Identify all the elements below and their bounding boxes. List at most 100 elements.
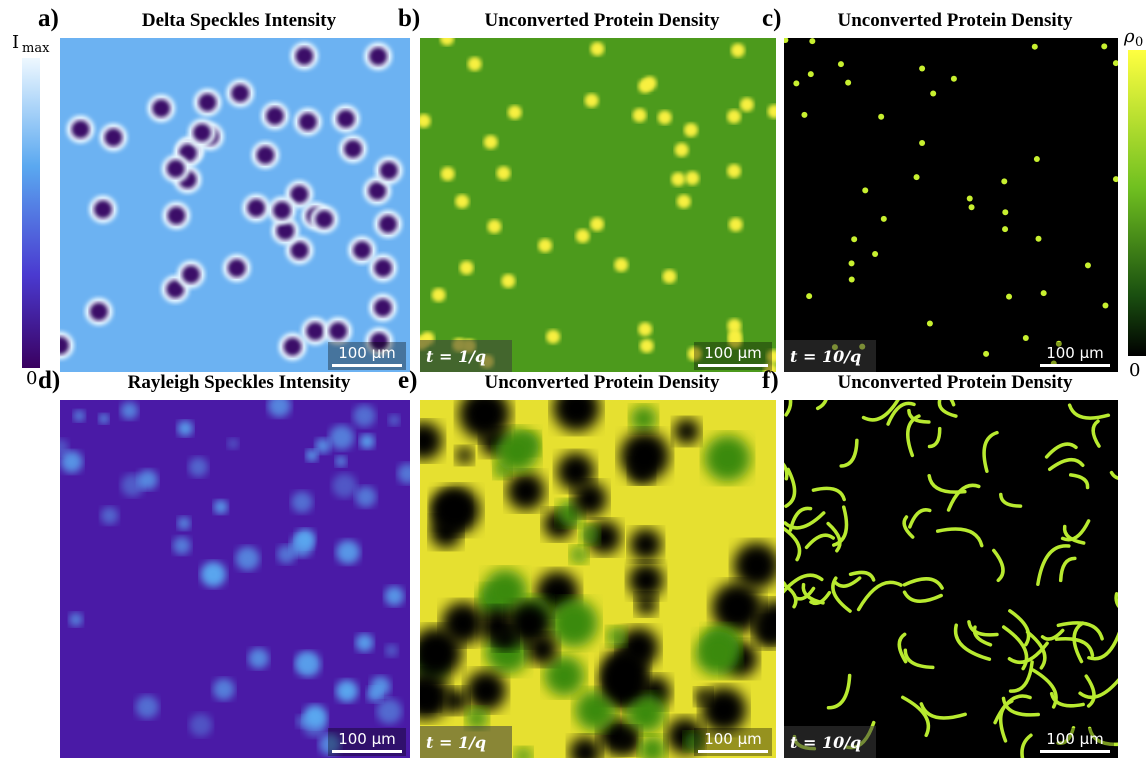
spot bbox=[671, 172, 686, 187]
spot bbox=[198, 93, 217, 112]
blob bbox=[73, 410, 85, 422]
spot bbox=[290, 185, 309, 204]
dot bbox=[848, 276, 855, 283]
blob bbox=[353, 404, 376, 428]
blob bbox=[248, 648, 269, 669]
spot bbox=[152, 99, 171, 118]
spot bbox=[298, 112, 317, 131]
spot bbox=[379, 215, 398, 234]
blob bbox=[336, 540, 360, 565]
filament bbox=[949, 400, 956, 407]
spot bbox=[166, 159, 185, 178]
dot bbox=[950, 75, 957, 82]
filament bbox=[784, 573, 824, 594]
dot bbox=[966, 195, 973, 202]
filament bbox=[815, 400, 828, 411]
filament bbox=[1114, 592, 1118, 608]
blob bbox=[673, 418, 700, 445]
filament bbox=[902, 590, 943, 603]
blob bbox=[397, 463, 410, 484]
filament bbox=[1036, 544, 1071, 587]
filament bbox=[784, 526, 802, 562]
blob bbox=[695, 631, 740, 676]
spot bbox=[632, 108, 647, 123]
dot bbox=[878, 113, 885, 120]
blob bbox=[355, 633, 374, 652]
filament bbox=[784, 400, 793, 417]
spot bbox=[739, 97, 754, 112]
panel-title: Unconverted Protein Density bbox=[484, 372, 720, 393]
blob bbox=[549, 598, 598, 648]
filament bbox=[902, 577, 944, 590]
dot bbox=[848, 260, 855, 267]
spot bbox=[295, 46, 314, 65]
blob bbox=[177, 516, 191, 530]
filament bbox=[972, 625, 993, 647]
time-label-bg bbox=[420, 340, 512, 372]
spot bbox=[683, 122, 698, 137]
blob bbox=[420, 421, 443, 461]
filament bbox=[784, 462, 789, 481]
background bbox=[420, 38, 776, 372]
filament bbox=[1054, 636, 1095, 658]
blob bbox=[630, 405, 657, 433]
panel-title: Unconverted Protein Density bbox=[837, 10, 1073, 31]
spot bbox=[727, 109, 742, 124]
blob bbox=[579, 524, 600, 545]
spot bbox=[344, 139, 363, 158]
panel-image bbox=[60, 38, 410, 372]
spot bbox=[181, 265, 200, 284]
time-label-bg bbox=[784, 340, 876, 372]
blob bbox=[137, 469, 158, 490]
panel-image bbox=[420, 400, 776, 758]
filament bbox=[946, 483, 981, 512]
filament bbox=[1068, 473, 1090, 490]
filament bbox=[1109, 470, 1118, 480]
spot bbox=[368, 181, 387, 200]
blob bbox=[276, 544, 296, 564]
filament bbox=[1084, 674, 1096, 708]
dot bbox=[845, 79, 852, 86]
dot bbox=[1035, 235, 1042, 242]
blob bbox=[574, 690, 616, 731]
spot bbox=[440, 166, 455, 181]
blob bbox=[296, 652, 316, 673]
filament bbox=[1008, 660, 1034, 693]
spot bbox=[315, 210, 334, 229]
time-label-bg bbox=[784, 726, 876, 758]
blob bbox=[638, 735, 666, 758]
spot bbox=[276, 221, 295, 240]
dot bbox=[1031, 43, 1038, 50]
spot bbox=[440, 38, 455, 46]
spot bbox=[676, 194, 691, 209]
blob bbox=[385, 644, 398, 657]
filament bbox=[1056, 621, 1104, 641]
spot bbox=[306, 322, 325, 341]
blob bbox=[319, 733, 341, 756]
spot bbox=[373, 298, 392, 317]
dot bbox=[806, 293, 813, 300]
filament bbox=[811, 486, 846, 502]
spot bbox=[227, 259, 246, 278]
filament bbox=[833, 576, 862, 588]
filament bbox=[831, 505, 849, 547]
filament bbox=[1087, 631, 1118, 661]
spot bbox=[766, 349, 776, 364]
filament bbox=[967, 620, 999, 637]
spot bbox=[614, 257, 629, 272]
filament bbox=[901, 695, 931, 738]
colorbar-bottom: 0 bbox=[1129, 360, 1140, 381]
blob bbox=[552, 400, 600, 432]
blob bbox=[366, 686, 383, 703]
spot bbox=[727, 164, 742, 179]
blob bbox=[458, 400, 511, 440]
blob bbox=[60, 450, 83, 473]
filament bbox=[1020, 733, 1033, 758]
spot bbox=[89, 302, 108, 321]
filament bbox=[1007, 641, 1049, 664]
spot bbox=[265, 106, 284, 125]
blob bbox=[620, 431, 670, 481]
blob bbox=[635, 593, 658, 616]
filament bbox=[999, 492, 1023, 508]
dot bbox=[926, 320, 933, 327]
